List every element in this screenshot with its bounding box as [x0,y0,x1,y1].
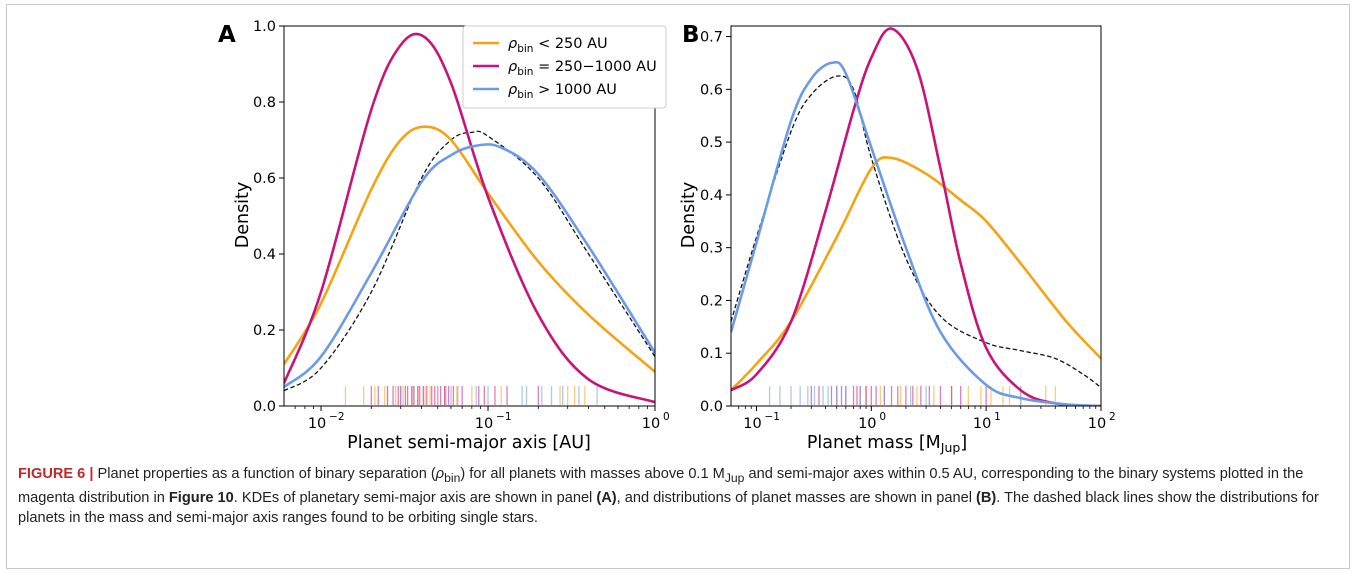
legend-box [462,25,667,109]
panel-b-ytick-label-4: 0.4 [700,188,723,204]
caption-text-4: . KDEs of planetary semi-major axis are … [233,489,597,506]
legend: ρbin < 250 AU ρbin = 250−1000 AU ρbin > … [462,25,667,109]
panel-a-curves [284,32,655,404]
legend-entry-lt250-rest: < 250 AU [533,36,607,52]
panel-b-xtick-label-3: 10 [1088,416,1106,432]
panel-b-ytick-label-7: 0.7 [700,30,723,46]
legend-entry-gt1000: ρbin > 1000 AU [508,82,617,101]
panel-a-ytick-label-0: 0.0 [253,399,276,415]
caption-panel-b-ref: (B) [976,489,997,506]
panel-b-ytick-label-0: 0.0 [700,399,723,415]
caption-figure-ref: Figure 10 [168,489,234,506]
panel-b-line-gt1000 [731,60,1101,406]
caption-text-5: , and distributions of planet masses are… [616,489,977,506]
panel-a-xtick-label-1: 10 [475,416,493,432]
panel-a-line-lt250 [284,125,655,373]
panel-b-ytick-label-2: 0.2 [700,293,723,309]
panel-a-ytick-label-4: 0.8 [253,95,276,111]
panel-b-xtick-exp-0: −1 [764,411,779,423]
panel-b-ytick-label-6: 0.6 [700,82,723,98]
panel-a-xtick-label-2: 10 [642,416,660,432]
caption-panel-a-ref: (A) [596,489,617,506]
panel-a-ylabel: Density [233,182,253,249]
caption-text-3: and semi-major axes within 0.5 AU, corre… [18,466,1304,506]
panel-b-xtick-exp-2: 1 [994,411,1001,423]
panel-b-curves [731,27,1101,406]
panel-b-xtick-exp-1: 0 [879,411,886,423]
legend-entry-mid-sub: bin [517,66,533,78]
panel-a-line-single [284,130,655,392]
caption-label: FIGURE 6 | [18,466,94,482]
panel-b-xtick-label-1: 10 [858,416,876,432]
caption-text-1: Planet properties as a function of binar… [93,466,436,482]
panel-a-xtick-exp-1: −1 [496,411,511,423]
panel-b-line-single [731,75,1101,389]
panel-b-ytick-label-3: 0.3 [700,241,723,257]
panel-a-xlabel: Planet semi-major axis [AU] [347,433,591,453]
panel-b-line-mid [731,27,1101,406]
legend-entry-lt250-sub: bin [517,43,533,55]
legend-entry-lt250: ρbin < 250 AU [508,36,608,55]
panel-b-plot: 0.00.10.20.30.40.50.60.710 −1 10 0 10 1 10 2 [700,25,1116,432]
legend-entry-gt1000-sub: bin [517,89,533,101]
panel-b-ytick-label-5: 0.5 [700,135,723,151]
legend-entry-lt250-sym: ρ [508,36,518,52]
panel-a-ytick-label-5: 1.0 [253,19,276,35]
legend-entry-mid: ρbin = 250−1000 AU [508,59,657,78]
panel-a-line-mid [284,32,655,404]
panel-a-ytick-label-2: 0.4 [253,247,276,263]
panel-a-line-gt1000 [284,143,655,389]
panel-b-letter: B [682,22,700,48]
figure-frame [6,4,1350,569]
legend-entry-mid-rest: = 250−1000 AU [533,59,656,75]
panel-b-xlabel-sub: Jup [940,440,961,455]
panel-b-xtick-label-0: 10 [743,416,761,432]
panel-a-letter: A [218,22,236,48]
legend-entry-mid-sym: ρ [508,59,518,75]
caption-rho: ρ [435,466,445,482]
legend-entry-gt1000-sym: ρ [508,82,518,98]
panel-b-xtick-exp-3: 2 [1109,411,1116,423]
panel-a-xtick-exp-0: −2 [329,411,344,423]
legend-entry-gt1000-rest: > 1000 AU [533,82,616,98]
panel-b-ylabel: Density [679,182,699,249]
panel-a-ytick-label-3: 0.6 [253,171,276,187]
panel-b-xlabel-main: Planet mass [M [807,433,941,453]
figure-chart: A B 0.00.20.40.60.81.010 −2 10 −1 10 0 0.00.1… [218,19,1116,455]
caption-mjup-sub: Jup [724,470,745,485]
panel-a-rug [344,386,598,405]
panel-b-xtick-label-2: 10 [973,416,991,432]
panel-a-xtick-exp-2: 0 [663,411,670,423]
panel-a-ytick-label-1: 0.2 [253,323,276,339]
panel-b-xlabel-end: ] [960,433,967,453]
figure-caption: FIGURE 6 | Planet properties as a functi… [18,464,1338,528]
caption-text-6: . The dashed black lines show the distri… [18,489,1319,526]
panel-b-axes-frame [730,25,1102,407]
caption-rho-sub: bin [444,470,461,485]
panel-a-plot: 0.00.20.40.60.81.010 −2 10 −1 10 0 [253,19,670,432]
caption-text-2: ) for all planets with masses above 0.1 … [460,466,725,482]
panel-a-xtick-label-0: 10 [308,416,326,432]
panel-b-ytick-label-1: 0.1 [700,346,723,362]
panel-b-xlabel: Planet mass [MJup] [807,433,967,455]
